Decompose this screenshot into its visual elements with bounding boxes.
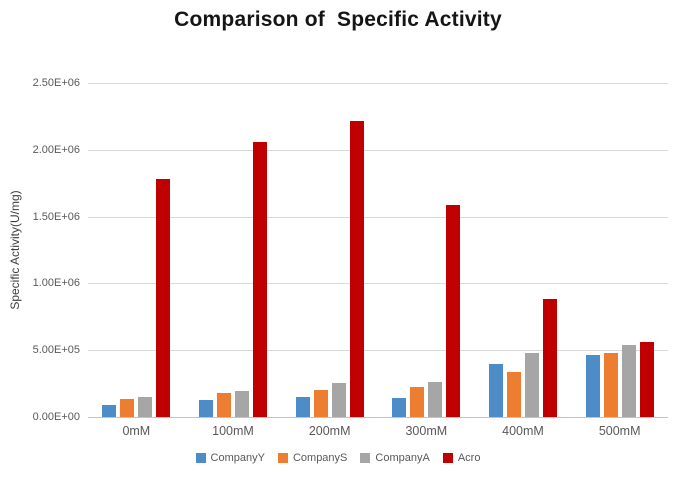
legend-label: CompanyA — [375, 452, 430, 464]
bar-companyy-0mm — [102, 404, 117, 417]
legend-item-companys: CompanyS — [277, 452, 348, 464]
legend-swatch — [277, 453, 288, 463]
bar-companyy-500mm — [585, 354, 600, 417]
bar-companys-400mm — [507, 372, 521, 417]
legend-label: Acro — [457, 452, 481, 464]
y-tick-label: 1.50E+06 — [32, 210, 80, 223]
bar-acro-500mm — [639, 341, 654, 417]
x-category-label: 100mM — [212, 424, 254, 438]
legend-swatch — [442, 453, 453, 463]
bar-companyy-200mm — [295, 397, 310, 417]
x-axis-line — [88, 417, 668, 418]
bar-companyy-100mm — [199, 399, 213, 417]
bar-companya-0mm — [138, 396, 153, 417]
bar-acro-400mm — [543, 299, 557, 417]
bar-companys-100mm — [217, 392, 231, 417]
legend-label: CompanyY — [210, 452, 265, 464]
gridline — [88, 283, 668, 285]
x-category-label: 500mM — [598, 424, 641, 438]
legend: CompanyY CompanyS CompanyA Acro — [0, 452, 676, 464]
gridline — [88, 149, 668, 151]
y-tick-label: 1.00E+06 — [32, 277, 80, 290]
bar-acro-0mm — [156, 178, 171, 417]
bar-companya-100mm — [235, 391, 249, 417]
x-category-label: 300mM — [405, 424, 448, 438]
gridline — [88, 83, 668, 84]
bar-companya-300mm — [428, 382, 443, 417]
legend-label: CompanyS — [292, 452, 348, 464]
y-axis-title: Specific Activity(U/mg) — [8, 190, 22, 310]
legend-item-acro: Acro — [442, 452, 481, 464]
bar-companys-200mm — [313, 390, 328, 417]
gridline — [88, 216, 668, 218]
legend-swatch — [195, 453, 206, 463]
bar-companya-500mm — [621, 344, 636, 417]
bar-acro-300mm — [446, 204, 461, 417]
bar-companys-300mm — [410, 387, 425, 417]
y-tick-label: 2.00E+06 — [32, 143, 80, 156]
x-category-label: 0mM — [122, 424, 151, 438]
bar-companys-0mm — [120, 398, 135, 417]
bar-acro-100mm — [253, 142, 267, 417]
bar-companya-200mm — [331, 383, 346, 417]
x-category-label: 200mM — [308, 424, 351, 438]
bar-companya-400mm — [525, 353, 539, 417]
legend-item-companyy: CompanyY — [195, 452, 265, 464]
legend-item-companya: CompanyA — [360, 452, 430, 464]
legend-swatch — [360, 453, 371, 463]
y-tick-label: 5.00E+05 — [32, 344, 80, 357]
y-tick-label: 0.00E+00 — [32, 411, 80, 423]
bar-companys-500mm — [603, 353, 618, 417]
x-category-label: 400mM — [502, 424, 544, 438]
y-tick-label: 2.50E+06 — [32, 77, 80, 89]
bar-companyy-300mm — [392, 398, 407, 417]
bar-companyy-400mm — [489, 363, 503, 417]
gridline — [88, 350, 668, 352]
bar-acro-200mm — [349, 121, 364, 417]
chart-title: Comparison of Specific Activity — [174, 8, 502, 31]
